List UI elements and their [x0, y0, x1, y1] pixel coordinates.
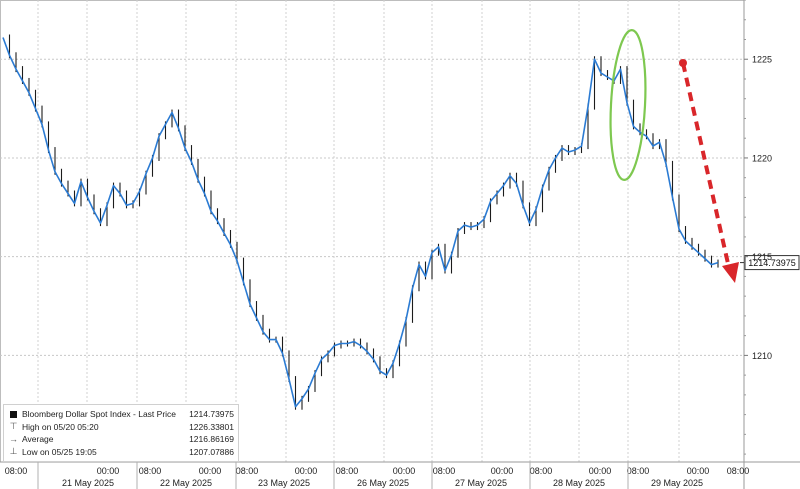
trend-arrow-head — [722, 262, 739, 283]
last-price-label: 1214.73975 — [748, 258, 796, 268]
series-layer — [2, 34, 719, 410]
annotation-layer: 1214.73975 — [609, 28, 800, 283]
x-time-label: 08:00 — [530, 466, 553, 476]
legend-square-icon — [8, 410, 19, 418]
legend-label: Average — [22, 434, 54, 445]
x-date-label: 28 May 2025 — [553, 478, 605, 488]
x-date-label: 23 May 2025 — [258, 478, 310, 488]
x-time-label: 00:00 — [295, 466, 318, 476]
legend-average-marker-icon: → — [9, 433, 18, 444]
x-time-label: 08:00 — [727, 466, 750, 476]
x-date-label: 21 May 2025 — [62, 478, 114, 488]
legend-item-high: ⊤ High on 05/20 05:20 1226.33801 — [8, 421, 234, 434]
x-date-label: 22 May 2025 — [160, 478, 212, 488]
x-time-label: 00:00 — [97, 466, 120, 476]
x-time-label: 08:00 — [5, 466, 28, 476]
x-time-label: 08:00 — [139, 466, 162, 476]
x-time-label: 08:00 — [433, 466, 456, 476]
x-time-label: 08:00 — [236, 466, 259, 476]
x-time-label: 00:00 — [687, 466, 710, 476]
highlight-ellipse — [609, 28, 647, 182]
x-time-label: 00:00 — [199, 466, 222, 476]
price-line — [2, 37, 719, 408]
legend-value: 1214.73975 — [189, 409, 234, 420]
legend-value: 1207.07886 — [189, 446, 234, 457]
y-tick-label: 1215 — [752, 252, 772, 262]
legend-value: 1216.86169 — [189, 434, 234, 445]
x-time-label: 08:00 — [336, 466, 359, 476]
y-tick-label: 1225 — [752, 55, 772, 65]
legend-label: Low on 05/25 19:05 — [22, 446, 97, 457]
legend-label: Bloomberg Dollar Spot Index - Last Price — [22, 409, 177, 420]
x-time-label: 00:00 — [393, 466, 416, 476]
legend-item-low: ⊥ Low on 05/25 19:05 1207.07886 — [8, 446, 234, 459]
legend-item-average: → Average 1216.86169 — [8, 433, 234, 446]
x-date-label: 27 May 2025 — [455, 478, 507, 488]
legend-item-last-price: Bloomberg Dollar Spot Index - Last Price… — [8, 408, 234, 421]
x-date-label: 29 May 2025 — [651, 478, 703, 488]
plot-area — [0, 0, 745, 463]
legend-value: 1226.33801 — [189, 421, 234, 432]
legend-low-marker-icon: ⊥ — [9, 446, 18, 457]
x-time-label: 00:00 — [589, 466, 612, 476]
x-time-label: 00:00 — [491, 466, 514, 476]
legend-box: Bloomberg Dollar Spot Index - Last Price… — [3, 404, 239, 462]
trend-arrow-shaft — [681, 62, 731, 269]
last-price-tag — [744, 255, 800, 271]
x-date-label: 26 May 2025 — [357, 478, 409, 488]
y-tick-label: 1210 — [752, 351, 772, 361]
legend-label: High on 05/20 05:20 — [22, 421, 99, 432]
x-time-label: 08:00 — [627, 466, 650, 476]
y-tick-label: 1220 — [752, 153, 772, 163]
legend-high-marker-icon: ⊤ — [9, 421, 18, 432]
